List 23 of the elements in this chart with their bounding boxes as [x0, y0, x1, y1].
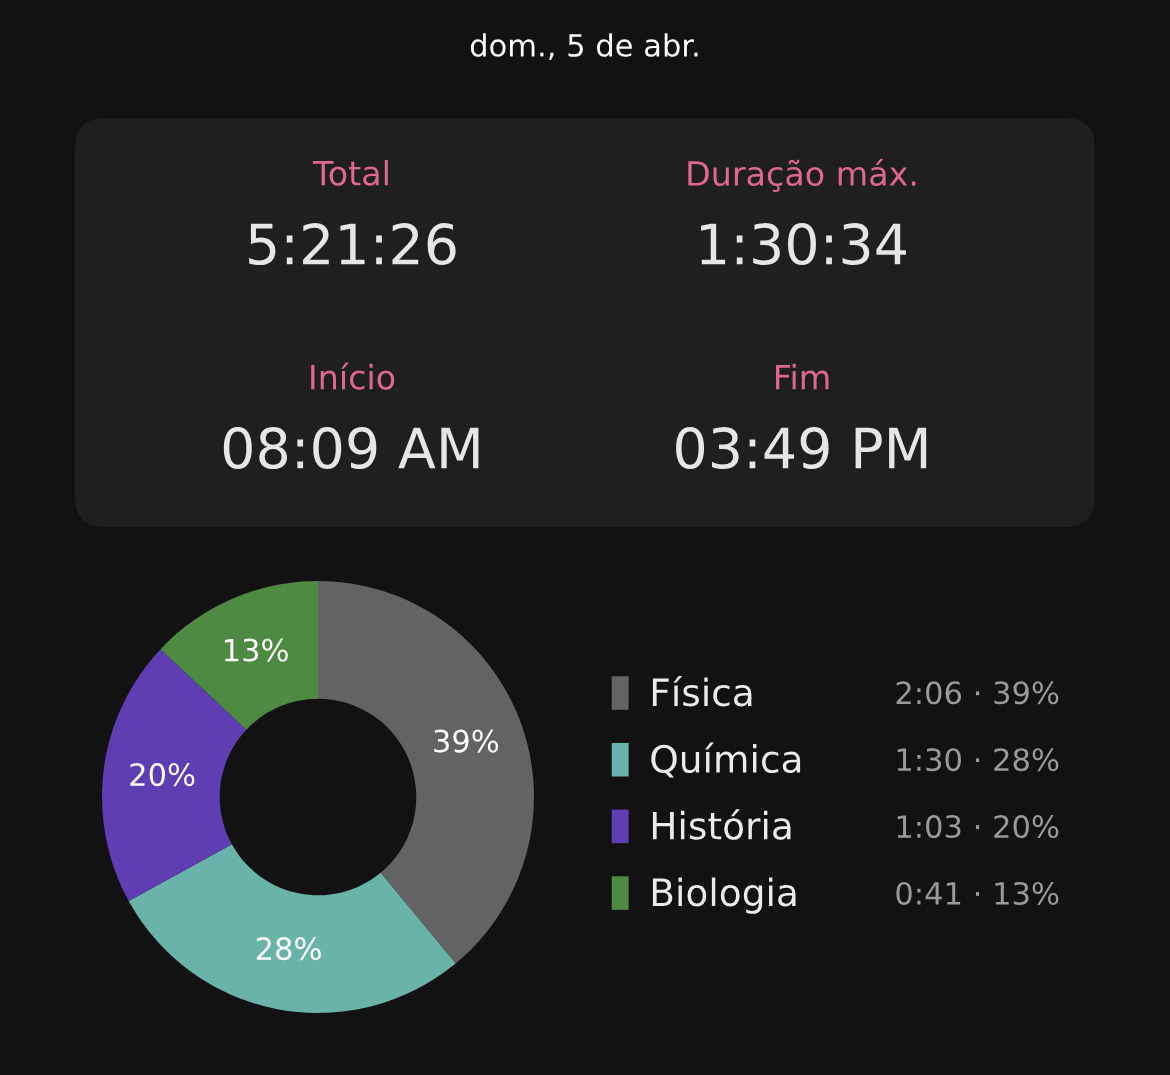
text: Duração máx. — [688, 158, 916, 193]
legend-label: Física — [652, 675, 752, 707]
text: 2:06 · 39% — [896, 681, 1059, 705]
text: 1:03 · 20% — [897, 815, 1059, 839]
legend-label: Química — [651, 742, 801, 778]
text: dom., 5 de abr. — [470, 33, 698, 60]
text: Fim — [776, 363, 829, 390]
legend-label: História — [652, 809, 791, 840]
donut-slice — [128, 844, 456, 1013]
data-label: 28% — [256, 937, 321, 961]
text: 08:09 AM — [223, 427, 479, 470]
text: 1:30 · 28% — [897, 748, 1059, 772]
data-label: 13% — [224, 638, 288, 662]
data-label: 20% — [130, 763, 195, 787]
data-label: 39% — [434, 729, 499, 753]
donut-slice — [160, 581, 318, 730]
text: Início — [311, 362, 395, 390]
legend-label: Biologia — [652, 877, 796, 914]
text: 5:21:26 — [249, 223, 456, 266]
text: 03:49 PM — [676, 427, 927, 470]
text: Total — [312, 159, 388, 186]
text: 1:30:34 — [701, 223, 906, 266]
text: 0:41 · 13% — [896, 881, 1059, 905]
